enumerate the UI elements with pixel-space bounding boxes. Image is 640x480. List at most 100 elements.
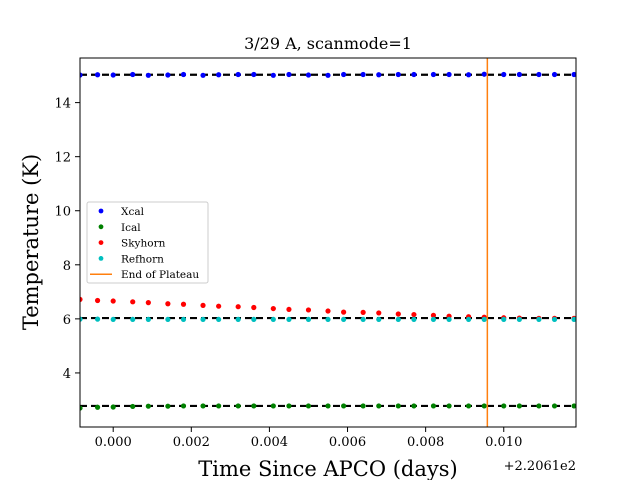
skyhorn-point — [145, 300, 151, 306]
xcal-point — [200, 72, 206, 78]
y-tick-label: 6 — [63, 313, 71, 328]
x-tick-label: 0.004 — [251, 435, 288, 450]
xcal-point — [180, 71, 187, 78]
x-axis-label: Time Since APCO (days) — [198, 457, 457, 480]
skyhorn-point — [216, 303, 222, 309]
refhorn-point — [430, 316, 437, 323]
xcal-point — [145, 72, 151, 78]
x-offset-label: +2.2061e2 — [504, 459, 576, 474]
skyhorn-point — [376, 310, 382, 316]
skyhorn-point — [165, 301, 171, 307]
xcal-point — [551, 71, 558, 78]
legend-label: End of Plateau — [121, 269, 199, 281]
legend-label: Xcal — [121, 206, 145, 218]
ical-point — [286, 403, 292, 409]
legend-label: Refhorn — [121, 253, 164, 265]
ical-point — [551, 403, 558, 409]
ical-point — [165, 403, 171, 409]
legend-marker — [98, 240, 104, 246]
y-tick-label: 10 — [54, 205, 71, 220]
refhorn-point — [200, 316, 206, 323]
legend-marker — [98, 208, 104, 214]
refhorn-point — [110, 316, 116, 323]
ical-point — [216, 403, 222, 409]
xcal-point — [465, 72, 472, 78]
xcal-point — [501, 71, 507, 78]
ical-point — [465, 403, 472, 409]
xcal-point — [216, 72, 222, 78]
ical-point — [430, 403, 437, 409]
xcal-point — [481, 71, 487, 77]
skyhorn-point — [110, 298, 116, 304]
xcal-point — [360, 71, 366, 78]
ical-point — [395, 403, 401, 409]
legend-box — [86, 201, 209, 284]
plot-frame — [79, 57, 577, 428]
xcal-point — [251, 71, 257, 78]
refhorn-point — [286, 316, 292, 323]
refhorn-point — [145, 316, 151, 323]
refhorn-point — [395, 316, 401, 323]
ical-point — [80, 405, 83, 411]
y-tick-label: 4 — [63, 367, 71, 382]
xcal-point — [270, 72, 276, 78]
refhorn-point — [251, 316, 257, 323]
xcal-point — [325, 72, 331, 78]
refhorn-point — [516, 316, 522, 323]
refhorn-point — [551, 316, 558, 323]
ical-point — [305, 403, 312, 409]
skyhorn-point — [411, 311, 417, 318]
ical-point — [110, 404, 116, 410]
refhorn-point — [80, 316, 83, 322]
xcal-point — [516, 71, 522, 78]
legend-marker — [98, 224, 104, 230]
x-tick-label: 0.008 — [407, 435, 444, 450]
refhorn-point — [571, 316, 576, 323]
xcal-point — [395, 71, 401, 78]
legend-label: Skyhorn — [121, 238, 166, 250]
xcal-point — [80, 72, 83, 78]
skyhorn-point — [180, 301, 187, 307]
skyhorn-point — [360, 309, 366, 315]
skyhorn-point — [430, 312, 437, 318]
x-tick-label: 0.002 — [173, 435, 210, 450]
ical-point — [325, 403, 331, 409]
y-tick-label: 14 — [54, 97, 71, 112]
skyhorn-point — [270, 305, 276, 312]
ical-point — [536, 403, 542, 409]
refhorn-point — [165, 316, 171, 323]
skyhorn-point — [251, 304, 257, 311]
x-tick-label: 0.010 — [485, 435, 522, 450]
x-tick-label: 0.000 — [95, 435, 132, 450]
refhorn-point — [305, 316, 312, 323]
refhorn-point — [501, 316, 507, 323]
chart-title: 3/29 A, scanmode=1 — [244, 34, 412, 53]
y-tick-label: 12 — [54, 151, 71, 166]
xcal-point — [110, 72, 116, 78]
xcal-point — [341, 71, 347, 78]
skyhorn-point — [325, 308, 331, 314]
refhorn-point — [376, 316, 382, 323]
refhorn-point — [325, 316, 331, 323]
ical-point — [200, 403, 206, 409]
ical-point — [94, 404, 101, 410]
refhorn-point — [360, 316, 366, 323]
y-tick-label: 8 — [63, 259, 71, 274]
skyhorn-point — [130, 299, 136, 305]
skyhorn-point — [200, 302, 206, 308]
skyhorn-point — [80, 296, 83, 303]
xcal-point — [536, 71, 542, 78]
refhorn-point — [341, 316, 347, 323]
xcal-point — [446, 71, 452, 78]
refhorn-point — [94, 316, 101, 322]
legend: Xcal Ical Skyhorn Refhorn End of Plateau — [86, 201, 209, 284]
skyhorn-point — [235, 304, 241, 310]
legend-marker — [98, 256, 104, 261]
refhorn-point — [130, 316, 136, 323]
xcal-point — [130, 71, 136, 78]
xcal-point — [305, 72, 312, 78]
refhorn-point — [235, 316, 241, 323]
skyhorn-point — [395, 311, 401, 317]
ical-point — [235, 403, 241, 409]
